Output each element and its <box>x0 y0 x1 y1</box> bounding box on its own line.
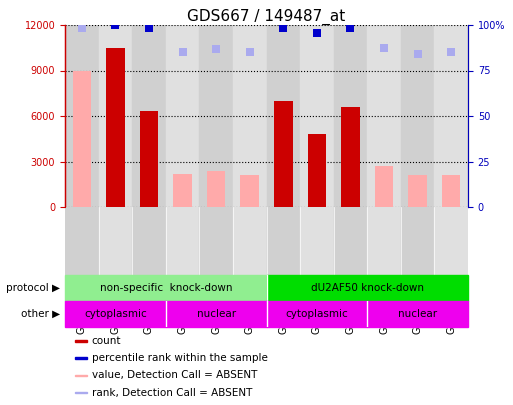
Point <box>447 49 456 55</box>
Text: cytoplasmic: cytoplasmic <box>84 309 147 319</box>
Point <box>145 25 153 31</box>
Bar <box>333 207 367 275</box>
Bar <box>341 107 360 207</box>
Bar <box>173 174 192 207</box>
Bar <box>241 175 259 207</box>
Bar <box>408 175 427 207</box>
Bar <box>75 357 87 359</box>
Text: non-specific  knock-down: non-specific knock-down <box>100 283 232 293</box>
Text: cytoplasmic: cytoplasmic <box>286 309 348 319</box>
Bar <box>98 207 132 275</box>
Bar <box>75 392 87 393</box>
Bar <box>166 25 200 207</box>
Bar <box>435 207 468 275</box>
Point <box>313 29 321 36</box>
Bar <box>300 207 333 275</box>
Bar <box>106 48 125 207</box>
Bar <box>72 70 91 207</box>
Bar <box>75 340 87 342</box>
Bar <box>140 111 158 207</box>
Bar <box>200 25 233 207</box>
Bar <box>266 301 367 327</box>
Bar <box>132 25 166 207</box>
Bar <box>266 275 468 301</box>
Text: value, Detection Call = ABSENT: value, Detection Call = ABSENT <box>92 370 257 380</box>
Point <box>111 22 120 28</box>
Bar <box>65 301 166 327</box>
Bar <box>75 375 87 376</box>
Bar <box>367 25 401 207</box>
Bar <box>65 25 98 207</box>
Point <box>77 25 86 31</box>
Text: nuclear: nuclear <box>196 309 235 319</box>
Bar <box>98 25 132 207</box>
Bar <box>367 301 468 327</box>
Point <box>413 51 422 57</box>
Text: dU2AF50 knock-down: dU2AF50 knock-down <box>311 283 424 293</box>
Bar <box>200 207 233 275</box>
Bar <box>233 25 266 207</box>
Bar <box>266 207 300 275</box>
Bar <box>367 207 401 275</box>
Point <box>179 49 187 55</box>
Bar <box>233 207 266 275</box>
Bar <box>401 25 435 207</box>
Bar <box>300 25 333 207</box>
Bar <box>401 207 435 275</box>
Point <box>279 25 287 31</box>
Bar <box>132 207 166 275</box>
Bar <box>65 275 266 301</box>
Bar <box>442 175 461 207</box>
Point <box>246 49 254 55</box>
Text: nuclear: nuclear <box>398 309 437 319</box>
Bar <box>166 301 266 327</box>
Point <box>212 46 220 53</box>
Bar <box>375 166 393 207</box>
Text: protocol ▶: protocol ▶ <box>6 283 60 293</box>
Point <box>346 25 354 31</box>
Bar <box>207 171 225 207</box>
Text: count: count <box>92 336 121 346</box>
Bar <box>65 207 98 275</box>
Bar <box>266 25 300 207</box>
Point <box>380 45 388 51</box>
Text: other ▶: other ▶ <box>21 309 60 319</box>
Bar <box>435 25 468 207</box>
Title: GDS667 / 149487_at: GDS667 / 149487_at <box>187 9 346 25</box>
Text: percentile rank within the sample: percentile rank within the sample <box>92 353 268 363</box>
Point <box>77 22 86 28</box>
Bar <box>166 207 200 275</box>
Bar <box>333 25 367 207</box>
Bar <box>274 101 292 207</box>
Bar <box>308 134 326 207</box>
Text: rank, Detection Call = ABSENT: rank, Detection Call = ABSENT <box>92 388 252 398</box>
